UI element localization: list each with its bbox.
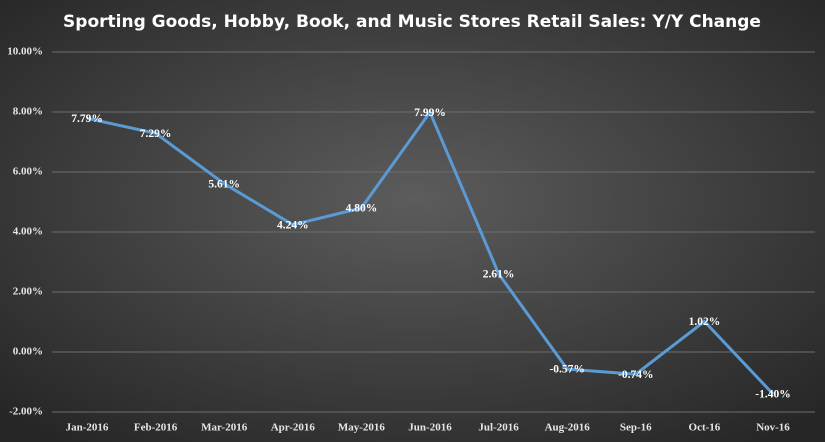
x-tick-label: Feb-2016 xyxy=(134,422,178,434)
x-tick-label: May-2016 xyxy=(338,422,386,434)
data-label: 5.61% xyxy=(208,178,240,190)
series-line xyxy=(86,110,775,396)
y-tick-label: 4.00% xyxy=(13,226,43,238)
data-label: -0.74% xyxy=(618,369,653,381)
y-tick-label: 0.00% xyxy=(13,346,43,358)
y-tick-label: 6.00% xyxy=(13,166,43,178)
x-tick-label: Jul-2016 xyxy=(478,422,519,434)
y-tick-label: 10.00% xyxy=(7,46,43,58)
data-label: -0.57% xyxy=(549,364,584,376)
data-label: 2.61% xyxy=(483,268,515,280)
data-label: 7.79% xyxy=(71,113,103,125)
data-label: 4.80% xyxy=(346,203,378,215)
x-tick-label: Aug-2016 xyxy=(545,422,591,434)
data-label: 7.29% xyxy=(140,128,172,140)
y-tick-label: 2.00% xyxy=(13,286,43,298)
x-tick-label: Nov-16 xyxy=(756,422,790,434)
x-tick-label: Sep-16 xyxy=(620,422,652,434)
data-label: 7.99% xyxy=(414,107,446,119)
x-tick-label: Mar-2016 xyxy=(201,422,248,434)
data-label: 4.24% xyxy=(277,219,309,231)
data-label: 1.02% xyxy=(689,316,721,328)
y-tick-label: -2.00% xyxy=(9,406,43,418)
chart-title: Sporting Goods, Hobby, Book, and Music S… xyxy=(63,12,761,32)
data-label: -1.40% xyxy=(755,389,790,401)
x-tick-label: Oct-16 xyxy=(689,422,721,434)
x-tick-label: Jan-2016 xyxy=(66,422,109,434)
x-tick-label: Apr-2016 xyxy=(271,422,316,434)
y-tick-label: 8.00% xyxy=(13,106,43,118)
x-tick-label: Jun-2016 xyxy=(408,422,452,434)
